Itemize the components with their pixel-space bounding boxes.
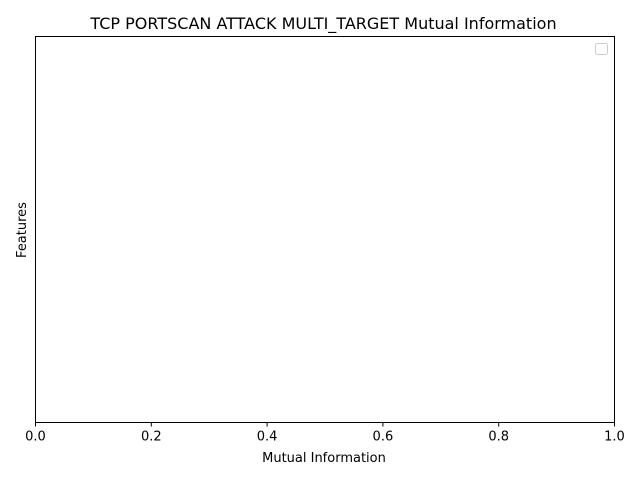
x-tick-label: 0.8 [488, 430, 509, 445]
x-tick-label: 0.6 [373, 430, 394, 445]
legend-box [595, 43, 608, 55]
y-axis-label: Features [15, 202, 30, 258]
x-tick-label: 0.2 [141, 430, 162, 445]
x-tick-label: 1.0 [604, 430, 625, 445]
legend [595, 43, 608, 55]
chart-title: TCP PORTSCAN ATTACK MULTI_TARGET Mutual … [89, 14, 556, 34]
x-tick-label: 0.0 [25, 430, 46, 445]
x-axis-ticks: 0.0 0.2 0.4 0.6 0.8 1.0 [25, 422, 625, 445]
x-axis-label: Mutual Information [262, 451, 386, 466]
plot-area [35, 36, 615, 423]
x-tick-label: 0.4 [257, 430, 278, 445]
